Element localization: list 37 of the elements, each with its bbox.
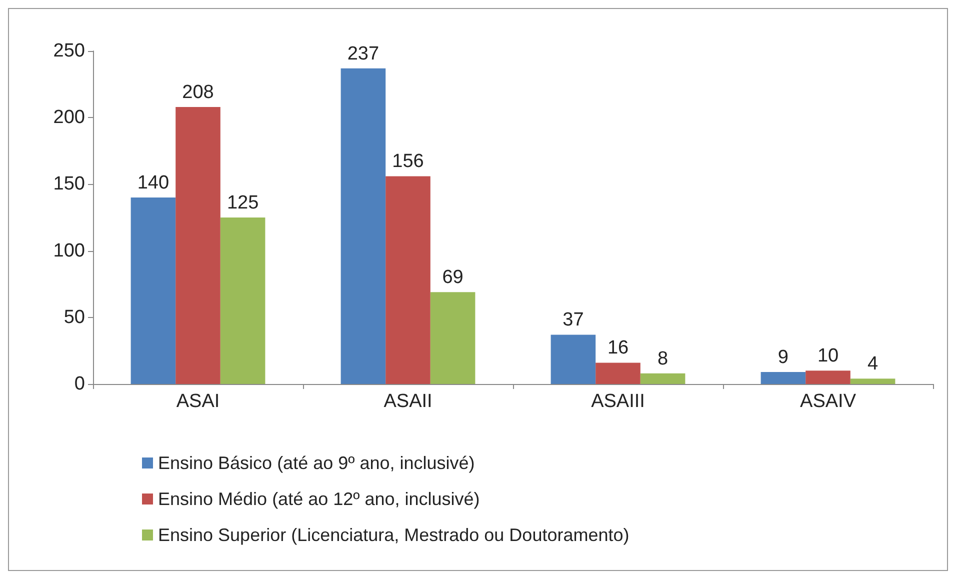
y-tick-label: 0 <box>74 374 85 394</box>
x-tick-label: ASAIV <box>800 391 856 412</box>
bar <box>640 373 686 384</box>
bar <box>176 106 220 384</box>
legend-label: Ensino Superior (Licenciatura, Mestrado ou Doutoramento) <box>158 525 630 545</box>
data-label: 140 <box>137 172 170 194</box>
legend-label: Ensino Básico (até ao 9º ano, inclusivé) <box>158 453 475 473</box>
data-label: 9 <box>778 347 788 368</box>
bar <box>850 378 896 384</box>
bar <box>430 292 476 384</box>
data-label: 4 <box>868 354 879 375</box>
bar <box>596 362 640 384</box>
data-label: 8 <box>658 348 668 370</box>
data-label: 37 <box>562 310 584 331</box>
y-tick-label: 150 <box>53 174 85 195</box>
data-label: 69 <box>442 267 464 288</box>
y-tick-label: 200 <box>53 107 85 128</box>
bar <box>806 370 850 384</box>
data-label: 156 <box>392 151 424 172</box>
bar <box>340 68 386 384</box>
data-label: 16 <box>607 338 629 359</box>
x-tick-label: ASAI <box>176 391 220 412</box>
bar <box>760 372 806 384</box>
y-tick-label: 100 <box>53 240 85 262</box>
y-tick-label: 250 <box>53 40 85 62</box>
bar <box>550 334 596 384</box>
bar <box>130 198 176 384</box>
data-label: 208 <box>182 82 214 103</box>
legend-label: Ensino Médio (até ao 12º ano, inclusivé) <box>158 489 480 509</box>
x-tick-label: ASAII <box>384 391 432 412</box>
data-label: 237 <box>347 43 380 64</box>
x-tick-label: ASAIII <box>591 391 645 412</box>
y-tick-label: 50 <box>64 306 85 328</box>
data-label: 10 <box>817 346 839 367</box>
bar <box>386 176 430 384</box>
data-label: 125 <box>226 192 259 214</box>
bar <box>220 218 266 384</box>
